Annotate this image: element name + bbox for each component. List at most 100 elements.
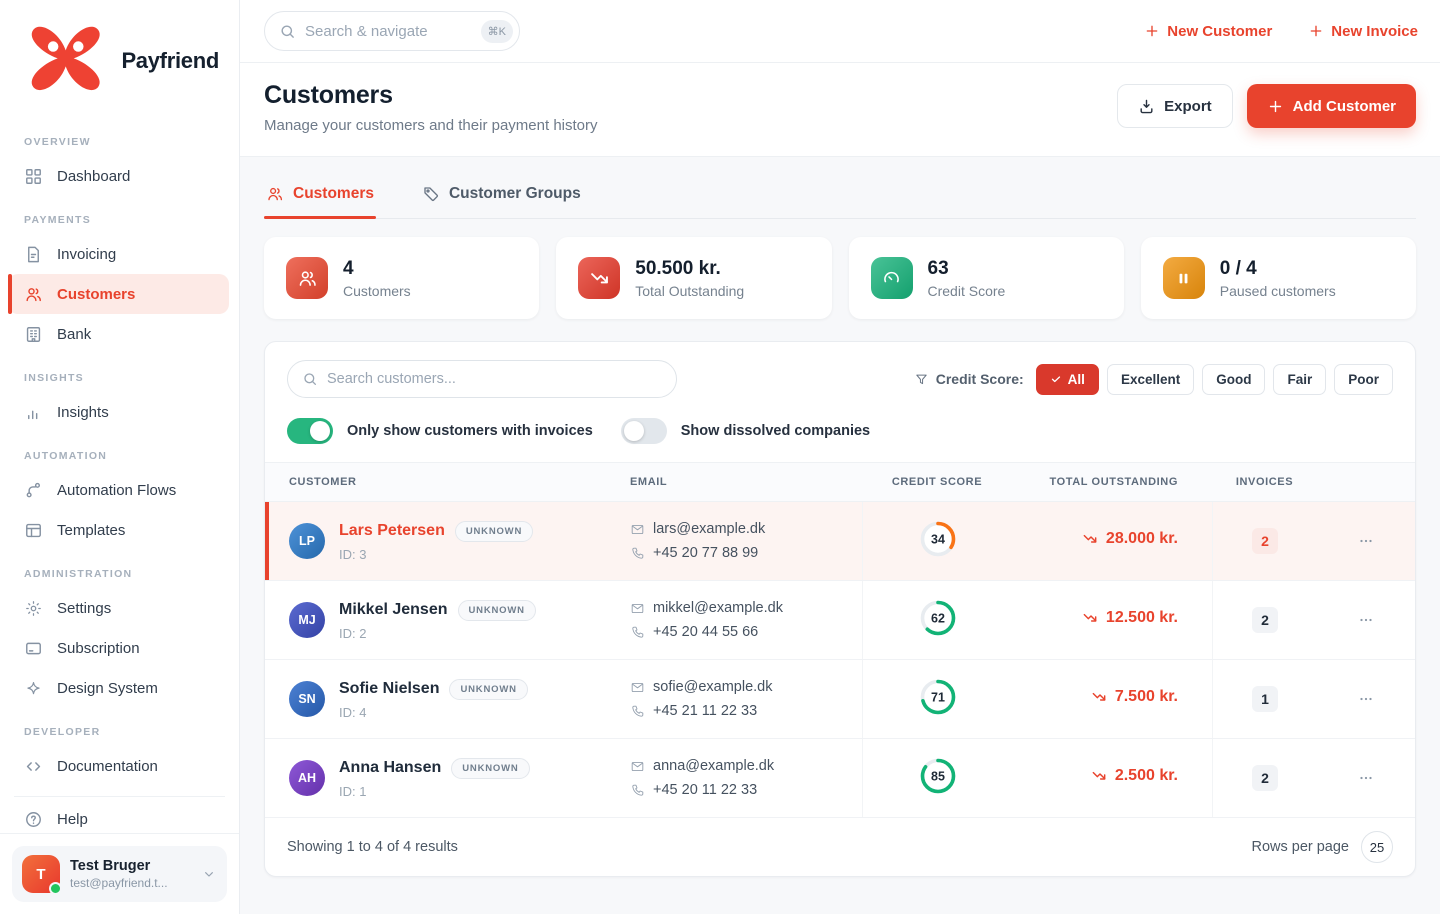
sidebar-item-label: Invoicing [57,245,117,263]
sidebar-item[interactable]: Dashboard [0,156,239,196]
svg-text:62: 62 [931,611,945,625]
status-badge: UNKNOWN [449,678,528,700]
sidebar-item-label: Subscription [57,639,140,657]
customer-row[interactable]: AH Anna Hansen UNKNOWN ID: 1 anna@exampl… [265,739,1415,818]
invoice-count-badge: 2 [1252,765,1278,791]
trend-down-icon [589,268,610,289]
keyboard-shortcut-badge: ⌘K [480,19,513,43]
global-search-input[interactable] [305,22,472,40]
sidebar-section-label: ADMINISTRATION [24,568,133,581]
sidebar-item-label: Automation Flows [57,481,177,499]
customer-row[interactable]: LP Lars Petersen UNKNOWN ID: 3 lars@exam… [265,502,1415,581]
stat-label: Credit Score [927,282,1006,299]
invoice-count-badge: 2 [1252,528,1278,554]
customer-id: ID: 3 [339,546,367,562]
tab[interactable]: Customer Groups [420,179,583,218]
sidebar-item[interactable]: Bank [0,314,239,354]
filter-chip[interactable]: Good [1202,363,1266,395]
row-actions-button[interactable] [1352,685,1380,713]
trend-down-icon [1091,768,1107,784]
export-button[interactable]: Export [1117,84,1233,128]
filter-chip[interactable]: Fair [1273,363,1327,395]
filter-row: Credit Score: All Excellent [265,342,1415,412]
customer-search[interactable] [287,360,677,398]
customer-id: ID: 1 [339,783,367,799]
sidebar-item[interactable]: Templates [0,510,239,550]
topbar-actions: New Customer New Invoice [1144,23,1418,40]
customer-row[interactable]: SN Sofie Nielsen UNKNOWN ID: 4 sofie@exa… [265,660,1415,739]
dots-icon [1357,769,1375,787]
sidebar-item[interactable]: Invoicing [0,234,239,274]
tab[interactable]: Customers [264,179,376,219]
tab-bar: Customers Customer Groups [264,179,1416,219]
page-subtitle: Manage your customers and their payment … [264,117,598,134]
customer-name: Mikkel Jensen [339,601,448,618]
page-header: Customers Manage your customers and thei… [240,63,1440,157]
customer-id: ID: 4 [339,704,367,720]
sidebar-section: DEVELOPER Documentation [0,726,239,786]
customer-name: Lars Petersen [339,522,445,539]
grid-icon [24,167,43,186]
plus-icon [1267,98,1284,115]
sidebar-section-label: INSIGHTS [24,372,84,385]
mail-icon [630,522,645,537]
stat-label: Total Outstanding [635,282,745,299]
sidebar-section: PAYMENTS Invoicing Customers [0,214,239,354]
sidebar-item[interactable]: Customers [8,274,229,315]
sidebar-section-label: AUTOMATION [24,450,108,463]
customer-avatar: MJ [289,602,325,638]
global-search[interactable]: ⌘K [264,11,520,51]
sidebar-item-label: Insights [57,403,109,421]
sidebar-item[interactable]: Design System [0,668,239,708]
filter-chip[interactable]: All [1035,363,1099,395]
mail-icon [630,759,645,774]
rows-per-page-select[interactable]: 25 [1361,831,1393,863]
sidebar-item[interactable]: Subscription [0,628,239,668]
customer-email: mikkel@example.dk [653,600,783,616]
status-badge: UNKNOWN [454,520,534,542]
add-customer-button[interactable]: Add Customer [1246,84,1416,128]
customer-row[interactable]: MJ Mikkel Jensen UNKNOWN ID: 2 mikkel@ex… [265,581,1415,660]
row-actions-button[interactable] [1352,764,1380,792]
search-icon [302,371,318,387]
users-icon [24,285,43,304]
stat-card: 4 Customers [264,237,540,319]
toggle-switch[interactable] [287,418,333,444]
phone-icon [630,783,645,798]
credit-score-ring: 71 [915,674,961,725]
user-name: Test Bruger [70,858,151,874]
main-area: ⌘K New Customer New Invoice Cust [240,0,1440,914]
row-actions-button[interactable] [1352,527,1380,555]
topbar-link[interactable]: New Invoice [1308,23,1418,40]
customer-search-input[interactable] [327,371,662,387]
column-header-email: Email [630,476,668,488]
sidebar-section: INSIGHTS Insights [0,372,239,432]
customers-table-card: Credit Score: All Excellent [264,341,1416,877]
toggle-switch[interactable] [620,418,667,444]
customer-id: ID: 2 [339,625,367,641]
trend-down-icon [1082,531,1098,547]
outstanding-amount: 12.500 kr. [1105,609,1178,626]
sidebar-item[interactable]: Settings [0,588,239,628]
toggle-label: Only show customers with invoices [347,423,593,439]
row-actions-button[interactable] [1352,606,1380,634]
svg-text:34: 34 [931,532,945,546]
logo[interactable]: Payfriend [0,0,239,118]
sidebar-item[interactable]: Insights [0,392,239,432]
topbar-link[interactable]: New Customer [1144,23,1272,40]
customer-email: anna@example.dk [653,758,775,774]
sidebar-item[interactable]: Automation Flows [0,470,239,510]
stat-value: 50.500 kr. [635,257,721,279]
sidebar-section-label: OVERVIEW [24,136,91,149]
chart-icon [24,403,43,422]
dots-icon [1357,532,1375,550]
flow-icon [24,481,43,500]
sidebar-item-help[interactable]: Help [0,805,239,833]
credit-score-ring: 85 [915,753,961,804]
sidebar-item[interactable]: Documentation [0,746,239,786]
sidebar-item-label: Bank [57,325,92,343]
filter-chip[interactable]: Poor [1334,363,1393,395]
filter-chip[interactable]: Excellent [1106,363,1195,395]
filter-toggle-group: Show dissolved companies [620,418,870,444]
user-menu[interactable]: T Test Bruger test@payfriend.t... [12,846,227,902]
